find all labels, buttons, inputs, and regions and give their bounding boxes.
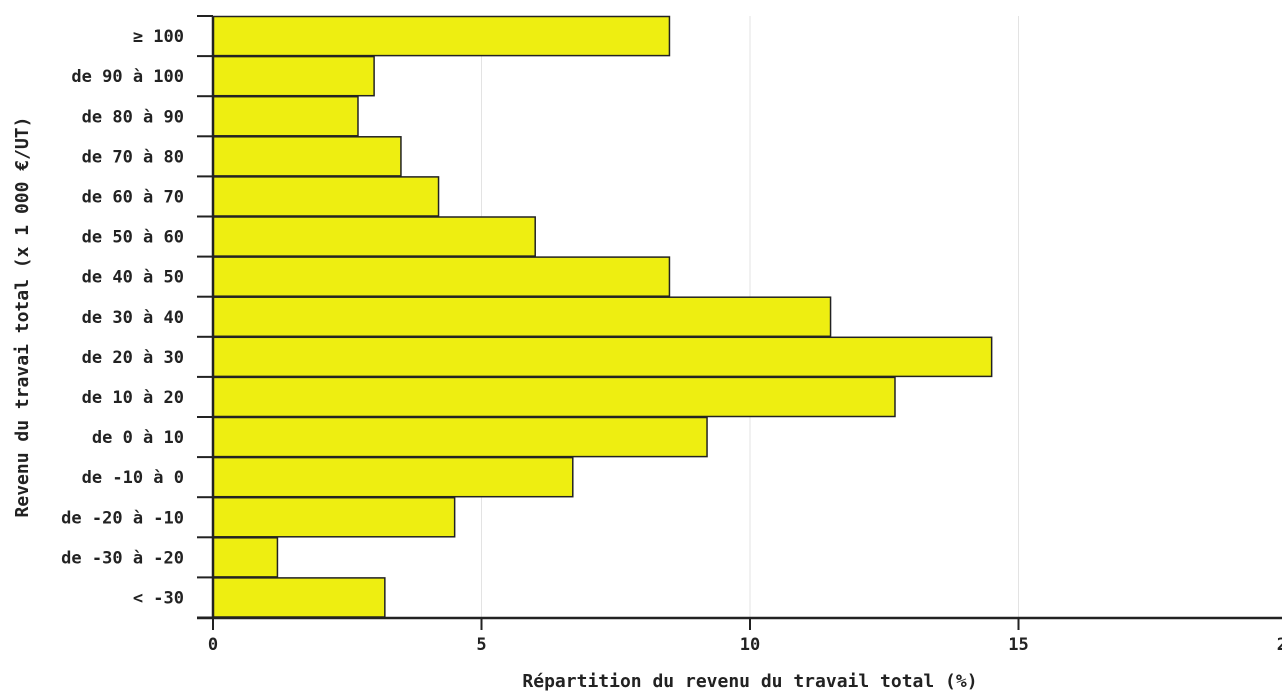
y-tick-label: de 40 à 50	[82, 268, 184, 288]
y-tick-label: de 90 à 100	[71, 67, 184, 87]
x-axis-title: Répartition du revenu du travail total (…	[522, 671, 977, 692]
bar	[212, 136, 402, 177]
bar	[212, 456, 574, 498]
y-tick-label: de 80 à 90	[82, 107, 184, 127]
y-tick-label: de 20 à 30	[82, 348, 184, 368]
x-tick-label: 0	[208, 635, 218, 655]
y-tick-label: de -30 à -20	[61, 548, 184, 568]
y-tick-label: de 50 à 60	[82, 228, 184, 248]
y-tick-label: de 30 à 40	[82, 308, 184, 328]
bar	[212, 336, 993, 378]
bar	[212, 176, 440, 217]
bar	[212, 95, 359, 137]
x-tick-label: 5	[476, 635, 486, 655]
bar	[212, 537, 279, 578]
bars	[212, 15, 993, 618]
bar	[212, 496, 456, 538]
bar	[212, 296, 832, 338]
x-tick-label: 15	[1008, 635, 1028, 655]
y-tick-label: de 60 à 70	[82, 187, 184, 207]
bar	[212, 55, 375, 97]
bar	[212, 15, 671, 57]
y-tick-label: de 0 à 10	[92, 428, 184, 448]
x-tick-label: 10	[740, 635, 760, 655]
y-tick-label: de 10 à 20	[82, 388, 184, 408]
y-axis-title: Revenu du travai total (x 1 000 €/UT)	[12, 117, 33, 518]
y-tick-label: de 70 à 80	[82, 147, 184, 167]
bar	[212, 376, 896, 418]
bar	[212, 416, 708, 458]
y-tick-label: < -30	[133, 588, 184, 608]
y-tick-label: ≥ 100	[133, 27, 184, 47]
x-ticks: 0 5 10 15 20	[208, 618, 1282, 655]
x-tick-label: 20	[1277, 635, 1282, 655]
y-tick-label: de -20 à -10	[61, 508, 184, 528]
bar	[212, 216, 536, 257]
y-tick-label: de -10 à 0	[82, 468, 184, 488]
axes	[197, 16, 1282, 620]
bar	[212, 256, 671, 297]
bar	[212, 577, 386, 618]
y-ticks: ≥ 100 de 90 à 100 de 80 à 90 de 70 à 80 de 6…	[61, 15, 213, 619]
